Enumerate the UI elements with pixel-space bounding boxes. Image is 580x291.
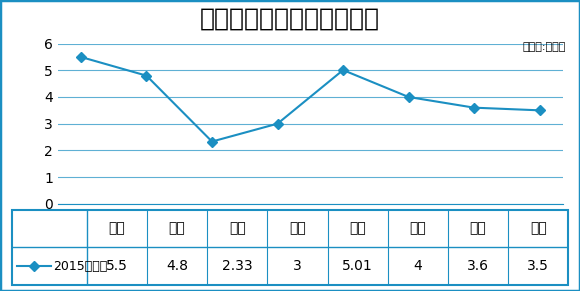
Text: 上海: 上海 <box>169 221 186 235</box>
Text: 5.5: 5.5 <box>106 259 128 273</box>
Text: 2.33: 2.33 <box>222 259 253 273</box>
Text: 5.01: 5.01 <box>342 259 373 273</box>
Text: 北京: 北京 <box>108 221 125 235</box>
Text: 佛山: 佛山 <box>409 221 426 235</box>
Text: 3.5: 3.5 <box>527 259 549 273</box>
Text: 3.6: 3.6 <box>467 259 489 273</box>
Text: 深圳: 深圳 <box>349 221 366 235</box>
Text: 成都: 成都 <box>530 221 547 235</box>
Text: 大众迈腾各地区优惠对比图: 大众迈腾各地区优惠对比图 <box>200 7 380 31</box>
Text: 3: 3 <box>293 259 302 273</box>
Text: 东莞: 东莞 <box>470 221 487 235</box>
Text: 4: 4 <box>414 259 422 273</box>
Text: （单位:万元）: （单位:万元） <box>522 42 566 52</box>
Text: 2015款优惠: 2015款优惠 <box>53 260 108 273</box>
Text: 广州: 广州 <box>289 221 306 235</box>
Text: 长沙: 长沙 <box>229 221 246 235</box>
Text: 4.8: 4.8 <box>166 259 188 273</box>
